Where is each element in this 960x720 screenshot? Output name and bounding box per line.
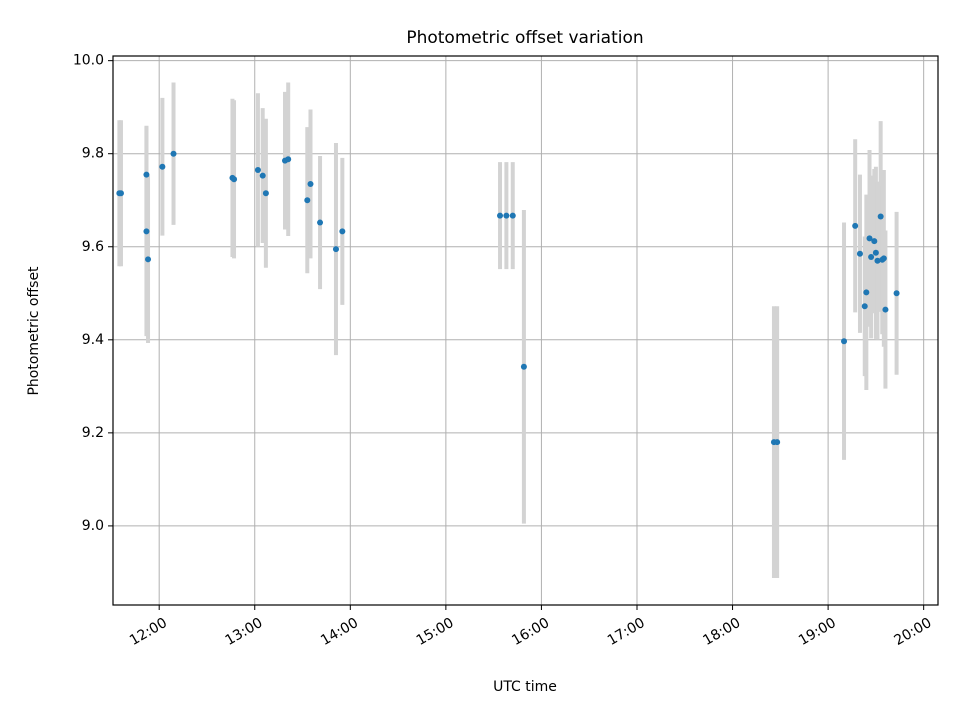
- data-point: [254, 166, 261, 173]
- data-point: [262, 190, 269, 197]
- data-point: [304, 197, 311, 204]
- data-point: [877, 213, 884, 220]
- data-point: [866, 235, 873, 242]
- data-point: [143, 171, 150, 178]
- data-point: [159, 163, 166, 170]
- point-layer: [116, 150, 900, 446]
- data-point: [882, 306, 889, 313]
- y-tick-label: 9.2: [82, 425, 104, 441]
- data-point: [863, 289, 870, 296]
- y-axis-label: Photometric offset: [26, 266, 42, 396]
- data-point: [317, 219, 324, 226]
- data-point: [259, 172, 266, 179]
- y-tick-label: 9.4: [82, 332, 104, 348]
- data-point: [145, 256, 152, 263]
- data-point: [874, 257, 881, 264]
- chart-title: Photometric offset variation: [406, 28, 643, 48]
- y-tick-label: 9.6: [82, 239, 104, 255]
- y-tick-label: 9.8: [82, 146, 104, 162]
- data-point: [332, 246, 339, 253]
- data-point: [872, 249, 879, 256]
- data-point: [871, 238, 878, 245]
- data-point: [868, 253, 875, 260]
- data-point: [170, 150, 177, 157]
- data-point: [307, 180, 314, 187]
- y-tick-label: 9.0: [82, 518, 104, 534]
- data-point: [861, 303, 868, 310]
- data-point: [856, 250, 863, 257]
- data-point: [774, 439, 781, 446]
- x-axis-label: UTC time: [493, 679, 557, 695]
- data-point: [520, 363, 527, 370]
- y-tick-layer: 9.0 9.2 9.4 9.6 9.8 10.0: [73, 53, 113, 534]
- data-point: [339, 228, 346, 235]
- data-point: [841, 338, 848, 345]
- data-point: [880, 255, 887, 262]
- data-point: [143, 228, 150, 235]
- data-point: [285, 156, 292, 163]
- data-point: [497, 212, 504, 219]
- y-tick-label: 10.0: [73, 53, 104, 69]
- data-point: [893, 290, 900, 297]
- data-point: [509, 212, 516, 219]
- data-point: [503, 212, 510, 219]
- plot-frame: [112, 55, 939, 606]
- data-point: [231, 176, 238, 183]
- data-point: [852, 222, 859, 229]
- data-point: [117, 190, 124, 197]
